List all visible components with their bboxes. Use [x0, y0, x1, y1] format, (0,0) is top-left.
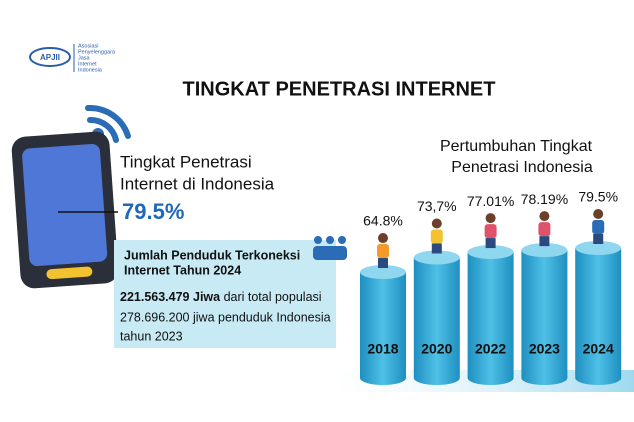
value-label: 77.01%: [467, 193, 514, 209]
figure-legs: [539, 236, 550, 247]
figure-legs: [485, 238, 496, 249]
logo-name: APJII: [40, 53, 60, 62]
value-label: 79.5%: [578, 189, 618, 205]
stat-label-line: Tingkat Penetrasi: [120, 152, 252, 171]
logo-line: Jasa: [78, 55, 91, 61]
cylinder: [575, 248, 622, 386]
cylinder: [467, 252, 514, 386]
figure-body: [484, 224, 497, 239]
logo-mark: [29, 47, 71, 67]
value-label: 78.19%: [521, 191, 568, 207]
figure-legs: [431, 243, 442, 254]
figure-head: [539, 211, 550, 222]
chart: Pertumbuhan Tingkat Penetrasi Indonesia 20…: [360, 138, 622, 386]
stat-value: 79.5%: [122, 199, 184, 224]
value-label: 73,7%: [417, 198, 457, 214]
figure-body: [377, 244, 389, 259]
category-label: 2024: [583, 341, 614, 357]
figure-head: [378, 233, 388, 244]
figure-head: [593, 209, 604, 219]
phone-screen: [22, 143, 108, 267]
box-heading: Internet Tahun 2024: [124, 263, 241, 277]
logo-line: Internet: [78, 61, 97, 67]
cylinder-top: [575, 241, 622, 255]
figure-legs: [378, 258, 388, 269]
people-icon: [313, 236, 347, 260]
info-box: [114, 240, 336, 348]
cylinder-top: [467, 245, 514, 260]
figure-body: [592, 220, 605, 234]
chart-title: Pertumbuhan Tingkat: [440, 138, 593, 155]
value-label: 64.8%: [363, 213, 403, 229]
figure-body: [538, 222, 551, 237]
box-line: tahun 2023: [120, 329, 183, 343]
box-highlight: 221.563.479 Jiwa: [120, 290, 221, 304]
logo-line: Penyelenggara: [78, 49, 116, 55]
figure-head: [431, 218, 442, 229]
cylinder: [413, 257, 460, 386]
box-heading: Jumlah Penduduk Terkoneksi: [124, 248, 300, 262]
cylinder-top: [521, 243, 568, 258]
logo-line: Asosiasi: [78, 43, 98, 49]
category-label: 2023: [529, 341, 560, 357]
category-label: 2022: [475, 341, 506, 357]
stat-label: Tingkat Penetrasi Internet di Indonesia: [120, 152, 275, 193]
box-line: 221.563.479 Jiwa dari total populasi: [120, 290, 322, 304]
page-title: TINGKAT PENETRASI INTERNET: [183, 78, 496, 100]
box-line: 278.696.200 jiwa penduduk Indonesia: [120, 310, 331, 324]
cylinder: [360, 272, 406, 385]
logo-text: AsosiasiPenyelenggaraJasaInternetIndones…: [78, 43, 116, 73]
figure-legs: [593, 234, 604, 244]
stat-label-line: Internet di Indonesia: [120, 174, 275, 193]
cylinder-top: [360, 265, 406, 280]
phone-buttons: [46, 266, 93, 280]
category-label: 2020: [421, 341, 452, 357]
category-label: 2018: [367, 341, 398, 357]
figure-head: [485, 213, 496, 224]
cylinder: [521, 250, 568, 386]
box-text: dari total populasi: [220, 290, 321, 304]
logo-line: Indonesia: [78, 67, 103, 73]
figure-body: [430, 229, 443, 244]
cylinder-top: [413, 250, 460, 265]
chart-title: Penetrasi Indonesia: [451, 159, 593, 176]
